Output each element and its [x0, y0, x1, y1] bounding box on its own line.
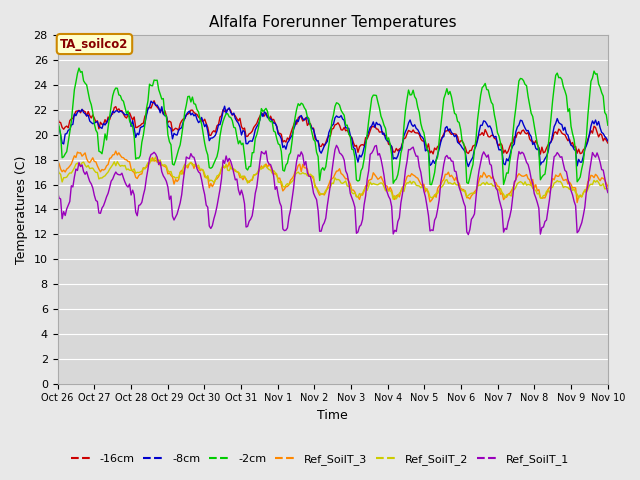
-8cm: [577, 159, 584, 165]
-2cm: [123, 110, 131, 116]
Ref_SoilT_1: [465, 232, 472, 238]
-8cm: [147, 98, 155, 104]
Ref_SoilT_2: [237, 175, 245, 180]
Ref_SoilT_2: [152, 154, 159, 160]
-2cm: [577, 174, 584, 180]
Ref_SoilT_1: [604, 190, 612, 195]
Line: Ref_SoilT_1: Ref_SoilT_1: [58, 145, 608, 235]
-16cm: [150, 98, 158, 104]
Ref_SoilT_3: [123, 157, 131, 163]
Ref_SoilT_2: [220, 163, 227, 168]
-16cm: [54, 114, 61, 120]
Text: TA_soilco2: TA_soilco2: [60, 37, 129, 50]
Ref_SoilT_3: [296, 161, 303, 167]
-16cm: [296, 113, 303, 119]
-8cm: [237, 132, 245, 138]
Line: -16cm: -16cm: [58, 101, 608, 154]
-8cm: [220, 108, 227, 114]
Line: -2cm: -2cm: [58, 68, 608, 185]
Line: Ref_SoilT_2: Ref_SoilT_2: [58, 157, 608, 199]
Y-axis label: Temperatures (C): Temperatures (C): [15, 155, 28, 264]
Ref_SoilT_3: [54, 158, 61, 164]
-2cm: [237, 142, 245, 147]
Ref_SoilT_2: [247, 178, 255, 183]
-16cm: [121, 114, 129, 120]
-2cm: [75, 65, 83, 71]
Line: Ref_SoilT_3: Ref_SoilT_3: [58, 151, 608, 203]
Ref_SoilT_3: [220, 164, 227, 169]
-2cm: [220, 119, 227, 124]
Ref_SoilT_3: [577, 193, 584, 199]
-2cm: [604, 122, 612, 128]
Ref_SoilT_2: [121, 163, 129, 168]
-2cm: [296, 103, 303, 108]
Legend: -16cm, -8cm, -2cm, Ref_SoilT_3, Ref_SoilT_2, Ref_SoilT_1: -16cm, -8cm, -2cm, Ref_SoilT_3, Ref_Soil…: [66, 450, 574, 469]
-16cm: [220, 107, 227, 112]
-16cm: [604, 140, 612, 146]
Ref_SoilT_1: [245, 218, 253, 224]
Ref_SoilT_2: [296, 171, 303, 177]
Ref_SoilT_2: [577, 192, 584, 198]
Ref_SoilT_3: [604, 183, 612, 189]
-16cm: [247, 130, 255, 136]
-8cm: [54, 124, 61, 130]
-8cm: [296, 114, 303, 120]
Ref_SoilT_1: [121, 179, 129, 185]
-2cm: [54, 117, 61, 123]
Ref_SoilT_2: [389, 196, 397, 202]
-16cm: [237, 124, 245, 130]
-8cm: [604, 138, 612, 144]
-2cm: [247, 164, 255, 169]
-16cm: [577, 151, 584, 156]
-2cm: [428, 182, 435, 188]
Ref_SoilT_1: [294, 152, 302, 158]
Ref_SoilT_3: [237, 174, 245, 180]
-8cm: [465, 164, 472, 169]
Ref_SoilT_3: [573, 200, 581, 205]
Ref_SoilT_3: [112, 148, 120, 154]
Ref_SoilT_2: [54, 166, 61, 172]
Ref_SoilT_3: [247, 177, 255, 183]
Title: Alfalfa Forerunner Temperatures: Alfalfa Forerunner Temperatures: [209, 15, 456, 30]
Ref_SoilT_2: [604, 185, 612, 191]
Ref_SoilT_1: [218, 176, 225, 181]
-8cm: [121, 112, 129, 118]
-16cm: [536, 151, 544, 157]
Line: -8cm: -8cm: [58, 101, 608, 167]
Ref_SoilT_1: [236, 192, 244, 198]
X-axis label: Time: Time: [317, 409, 348, 422]
Ref_SoilT_1: [577, 224, 584, 230]
Ref_SoilT_1: [333, 143, 340, 148]
Ref_SoilT_1: [54, 189, 61, 194]
-8cm: [247, 138, 255, 144]
